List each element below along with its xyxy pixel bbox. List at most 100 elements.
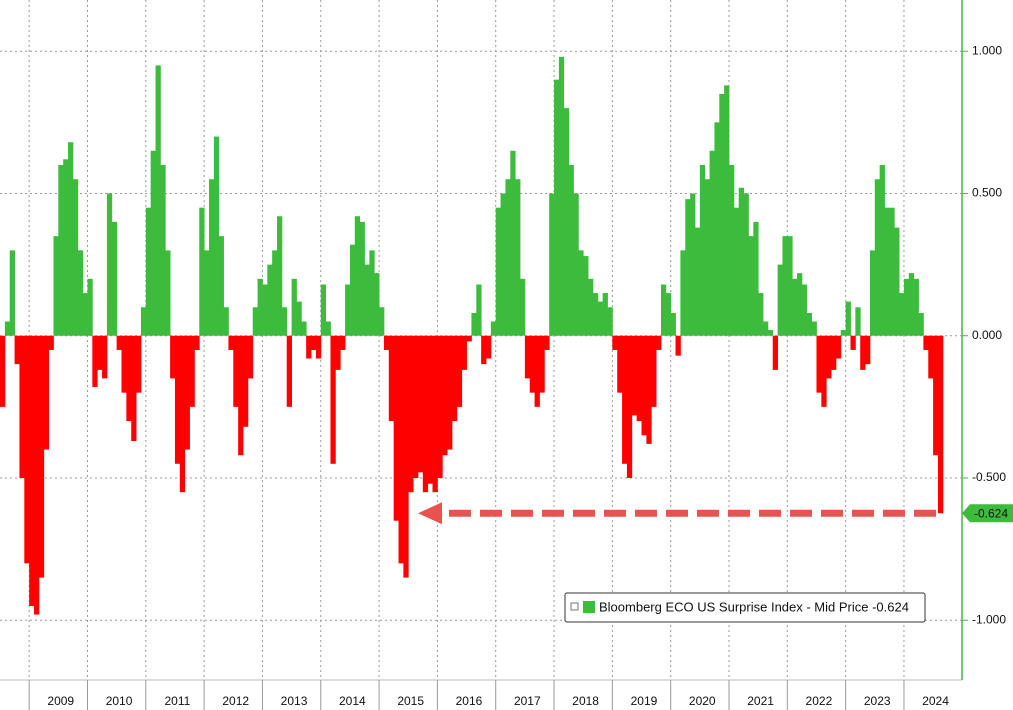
bar	[354, 216, 361, 336]
bar	[447, 335, 453, 450]
x-tick-label: 2022	[806, 694, 833, 708]
bar	[63, 159, 69, 336]
bar	[908, 273, 915, 336]
bar	[821, 335, 827, 407]
y-tick-label: 1.000	[972, 43, 1002, 57]
bar	[607, 307, 613, 336]
bar	[913, 278, 919, 336]
y-tick-label: 0.500	[972, 186, 1002, 200]
bar	[714, 122, 720, 336]
bar	[102, 335, 108, 379]
x-tick-label: 2020	[689, 694, 716, 708]
arrow-head	[418, 502, 442, 525]
bar	[14, 335, 20, 365]
bar	[699, 165, 706, 336]
bar	[106, 193, 113, 336]
bar	[670, 312, 676, 336]
bar	[573, 193, 579, 336]
bar	[588, 278, 594, 336]
value-tag	[962, 504, 1013, 523]
bar	[826, 335, 832, 379]
bar	[500, 193, 506, 336]
x-tick-label: 2018	[572, 694, 599, 708]
bar	[903, 278, 910, 336]
bar	[281, 307, 288, 336]
x-tick-label: 2016	[456, 694, 483, 708]
bar	[82, 293, 88, 336]
bar	[136, 335, 142, 393]
bar	[690, 193, 696, 336]
bar	[495, 207, 501, 336]
bar	[563, 108, 570, 336]
bar	[602, 293, 608, 336]
bar	[369, 250, 375, 336]
bar	[432, 335, 438, 493]
bar	[267, 264, 273, 336]
bar	[194, 335, 200, 350]
bar	[53, 236, 59, 336]
bar	[665, 293, 672, 336]
bar	[461, 335, 467, 370]
bar	[894, 227, 900, 336]
bar	[97, 335, 103, 370]
value-tag-label: -0.624	[974, 506, 1008, 520]
bar	[116, 335, 122, 350]
bar	[510, 150, 516, 336]
bar	[806, 312, 813, 336]
bar	[121, 335, 127, 393]
bar	[748, 236, 754, 336]
bar	[801, 284, 808, 336]
bar	[218, 236, 224, 336]
y-tick-label: 0.000	[972, 328, 1002, 342]
bar	[155, 65, 161, 336]
bar	[845, 301, 851, 336]
bar	[568, 165, 574, 336]
bar	[835, 335, 842, 359]
bar	[257, 278, 263, 336]
bar	[184, 335, 190, 450]
bar	[729, 165, 735, 336]
bar	[549, 193, 555, 336]
bar	[874, 179, 881, 336]
bar	[680, 250, 686, 336]
bar	[879, 165, 885, 336]
bar	[544, 335, 550, 350]
bar	[208, 179, 215, 336]
bar	[189, 335, 195, 407]
bar	[831, 335, 837, 370]
bar	[422, 335, 429, 493]
bar	[850, 335, 856, 350]
bar	[558, 56, 565, 336]
legend-swatch	[583, 601, 595, 613]
bar	[87, 278, 93, 336]
bar	[758, 293, 764, 336]
bar	[38, 335, 45, 578]
x-tick-label: 2015	[397, 694, 424, 708]
bar	[150, 150, 156, 336]
bar	[68, 142, 74, 336]
x-tick-label: 2023	[864, 694, 891, 708]
bar	[247, 335, 254, 379]
bar	[889, 207, 895, 336]
bar	[359, 221, 365, 336]
bar	[403, 335, 409, 578]
bar	[43, 335, 49, 450]
bar	[733, 207, 740, 336]
bar	[131, 335, 137, 442]
bar	[743, 193, 749, 336]
bar	[767, 330, 774, 336]
x-tick-label: 2011	[164, 694, 190, 708]
bar	[413, 335, 419, 478]
bar	[233, 335, 239, 407]
bar	[174, 335, 181, 464]
bar	[515, 179, 521, 336]
bar	[811, 321, 817, 336]
bar	[937, 335, 944, 514]
bar	[534, 335, 540, 407]
bar	[763, 321, 769, 336]
bar	[578, 250, 584, 336]
bar	[111, 221, 118, 336]
bar	[340, 335, 346, 350]
x-tick-label: 2012	[222, 694, 249, 708]
